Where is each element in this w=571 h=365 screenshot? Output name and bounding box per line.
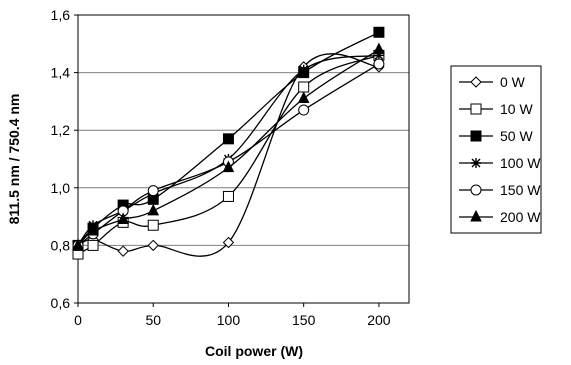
legend-item: 150 W (459, 182, 541, 198)
data-point (298, 64, 309, 75)
data-point (87, 223, 99, 236)
y-axis-ticks: 0,6 0,8 1,0 1,2 1,4 1,6 (51, 7, 78, 311)
y-tick-label: 1,2 (51, 122, 71, 138)
data-point (373, 42, 385, 55)
legend-item: 200 W (459, 209, 541, 225)
legend-item: 50 W (459, 128, 533, 144)
y-tick-label: 1,4 (51, 65, 71, 81)
data-point (373, 26, 385, 38)
y-tick-label: 0,6 (51, 295, 71, 311)
legend-label: 50 W (500, 128, 533, 144)
data-point (87, 239, 99, 251)
data-point (147, 219, 159, 231)
legend-item: 0 W (459, 74, 526, 90)
data-point (222, 236, 235, 249)
data-point (147, 239, 159, 252)
data-point (298, 81, 310, 93)
plot-area-border (77, 14, 410, 304)
data-point (373, 58, 385, 70)
legend-marker (471, 158, 481, 168)
y-tick-label: 1,0 (51, 180, 71, 196)
data-point (222, 160, 235, 173)
legend-marker (470, 209, 482, 222)
legend-marker (470, 184, 482, 196)
legend-label: 150 W (500, 182, 541, 198)
legend: 0 W 10 W 50 W 100 W 150 W 200 W (450, 65, 542, 234)
data-point (72, 238, 84, 250)
x-tick-label: 200 (367, 312, 391, 328)
data-point (222, 190, 234, 202)
y-tick-label: 0,8 (51, 237, 71, 253)
data-point (222, 133, 234, 145)
legend-label: 0 W (500, 74, 526, 90)
data-point (297, 91, 310, 104)
series-200-w (72, 42, 385, 250)
data-point (117, 245, 129, 257)
x-tick-label: 150 (292, 312, 316, 328)
series-group (72, 26, 385, 260)
y-tick-label: 1,6 (51, 7, 71, 23)
data-point (147, 185, 159, 197)
legend-marker (470, 76, 482, 88)
legend-marker (470, 103, 482, 115)
x-tick-label: 100 (217, 312, 241, 328)
x-axis-title: Coil power (W) (205, 343, 303, 359)
data-point (147, 203, 160, 216)
legend-label: 100 W (500, 155, 541, 171)
data-point (373, 50, 384, 61)
data-point (117, 212, 129, 224)
x-axis-ticks: 0 50 100 150 200 (74, 303, 391, 328)
legend-item: 10 W (459, 101, 533, 117)
legend-item: 100 W (459, 155, 541, 171)
gridlines (78, 72, 409, 246)
x-tick-label: 0 (74, 312, 82, 328)
y-axis-title: 811.5 nm / 750.4 nm (6, 94, 22, 225)
legend-marker (470, 130, 482, 142)
data-point (298, 104, 310, 116)
legend-box (450, 65, 542, 234)
legend-label: 10 W (500, 101, 533, 117)
x-tick-label: 50 (145, 312, 161, 328)
legend-label: 200 W (500, 209, 541, 225)
